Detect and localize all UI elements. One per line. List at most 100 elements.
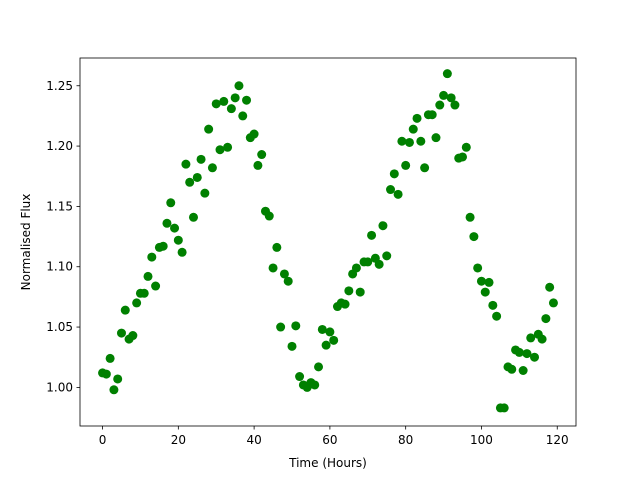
y-tick-label: 1.05 xyxy=(46,320,73,334)
point xyxy=(109,385,119,395)
point xyxy=(219,96,229,106)
point xyxy=(427,110,437,120)
point xyxy=(207,163,217,173)
point xyxy=(420,163,430,173)
point xyxy=(166,198,176,208)
point xyxy=(367,230,377,240)
point xyxy=(113,374,123,384)
point xyxy=(226,104,236,114)
point xyxy=(435,100,445,110)
point xyxy=(317,324,327,334)
point xyxy=(128,331,138,341)
point xyxy=(541,314,551,324)
point xyxy=(283,276,293,286)
point xyxy=(545,282,555,292)
point xyxy=(211,99,221,109)
point xyxy=(230,93,240,103)
y-tick-label: 1.25 xyxy=(46,79,73,93)
point xyxy=(151,281,161,291)
point xyxy=(200,188,210,198)
point xyxy=(499,403,509,413)
point xyxy=(291,321,301,331)
point xyxy=(279,269,289,279)
point xyxy=(287,341,297,351)
point xyxy=(105,353,115,363)
y-axis-label: Normalised Flux xyxy=(19,194,33,291)
point xyxy=(314,362,324,372)
point xyxy=(382,251,392,261)
point xyxy=(492,311,502,321)
point xyxy=(351,263,361,273)
point xyxy=(488,300,498,310)
point xyxy=(469,232,479,242)
x-tick-label: 40 xyxy=(246,433,261,447)
point xyxy=(363,257,373,267)
x-tick-label: 80 xyxy=(398,433,413,447)
point xyxy=(404,137,414,147)
point xyxy=(310,380,320,390)
point xyxy=(386,185,396,195)
point xyxy=(295,372,305,382)
point xyxy=(344,286,354,296)
point xyxy=(173,235,183,245)
point xyxy=(393,189,403,199)
x-axis-label: Time (Hours) xyxy=(288,456,367,470)
point xyxy=(162,218,172,228)
point xyxy=(242,95,252,105)
y-tick-label: 1.10 xyxy=(46,260,73,274)
point xyxy=(507,364,517,374)
point xyxy=(268,263,278,273)
point xyxy=(461,142,471,152)
point xyxy=(537,334,547,344)
point xyxy=(264,211,274,221)
plot-frame xyxy=(79,57,577,427)
point xyxy=(473,263,483,273)
point xyxy=(238,111,248,121)
point xyxy=(223,142,233,152)
point xyxy=(147,252,157,262)
point xyxy=(374,259,384,269)
y-tick-label: 1.00 xyxy=(46,380,73,394)
point xyxy=(325,327,335,337)
point xyxy=(257,150,267,160)
point xyxy=(458,152,468,162)
point xyxy=(378,221,388,231)
point xyxy=(408,124,418,134)
point xyxy=(132,298,142,308)
x-tick-label: 120 xyxy=(546,433,569,447)
point xyxy=(253,160,263,170)
point xyxy=(272,242,282,252)
point xyxy=(476,276,486,286)
point xyxy=(120,305,130,315)
point xyxy=(177,247,187,257)
x-tick-label: 0 xyxy=(99,433,107,447)
point xyxy=(143,271,153,281)
x-tick-label: 60 xyxy=(322,433,337,447)
point xyxy=(526,333,536,343)
point xyxy=(465,212,475,222)
x-tick-label: 100 xyxy=(470,433,493,447)
point xyxy=(185,177,195,187)
point xyxy=(480,287,490,297)
point xyxy=(158,241,168,251)
point xyxy=(329,335,339,345)
point xyxy=(116,328,126,338)
point xyxy=(389,169,399,179)
point xyxy=(234,81,244,91)
point xyxy=(340,299,350,309)
point xyxy=(514,347,524,357)
point xyxy=(188,212,198,222)
point xyxy=(276,322,286,332)
point xyxy=(530,352,540,362)
y-tick-label: 1.20 xyxy=(46,139,73,153)
point xyxy=(450,100,460,110)
point xyxy=(416,136,426,146)
point xyxy=(397,136,407,146)
x-tick-label: 20 xyxy=(171,433,186,447)
point xyxy=(518,365,528,375)
point xyxy=(196,154,206,164)
point xyxy=(181,159,191,169)
point xyxy=(355,287,365,297)
